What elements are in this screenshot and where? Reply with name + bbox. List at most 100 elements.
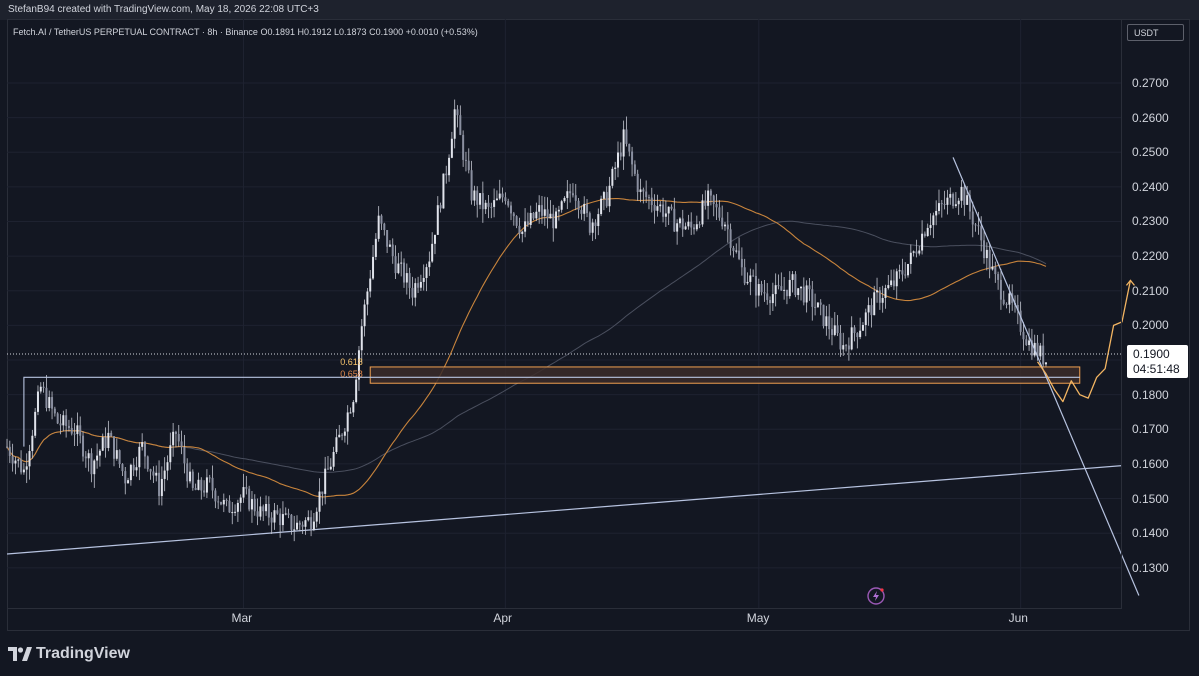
candle-body [172,431,175,446]
candle-body [791,274,794,280]
candle-body [479,193,482,205]
candle-body [766,293,769,300]
candle-body [287,513,290,515]
candle-body [588,213,591,233]
candle-body [53,408,56,414]
candle-body [417,283,420,288]
candle-body [966,195,969,205]
candle-body [203,490,206,493]
descending-trendline-group [952,157,1140,596]
candle-body [194,487,197,490]
candle-body [445,173,448,176]
candle-body [121,464,124,472]
symbol-name[interactable]: Fetch.AI / TetherUS PERPETUAL CONTRACT ·… [13,27,258,37]
candle-body [946,197,949,205]
candle-body [999,279,1002,300]
tradingview-logo[interactable]: TradingView [8,645,130,663]
candle-body [794,274,797,296]
candle-body [512,213,515,217]
candle-body [735,250,738,252]
fib-level-label: 0.618 [340,357,363,367]
candle-body [701,200,704,225]
candle-body [625,129,628,144]
price-tick-label: 0.2400 [1132,179,1169,194]
candle-body [324,468,327,494]
candle-body [138,446,141,468]
candle-body [808,285,811,290]
candle-body [104,437,107,449]
candle-body [155,472,158,476]
candle-body [470,170,473,201]
candle-body [498,193,501,199]
candle-body [847,345,850,350]
candle-body [394,256,397,274]
price-tick-label: 0.2200 [1132,249,1169,264]
candle-body [693,227,696,230]
symbol-info: Fetch.AI / TetherUS PERPETUAL CONTRACT ·… [13,27,478,37]
candle-body [822,304,825,327]
candle-body [481,193,484,210]
candle-body [169,445,172,463]
candle-body [540,205,543,216]
candle-body [504,197,507,202]
candle-body [205,477,208,493]
currency-selector[interactable]: USDT [1127,24,1184,41]
candle-body [653,205,656,211]
candle-body [132,464,135,471]
candle-body [569,191,572,194]
candle-body [1008,293,1011,305]
candle-body [439,205,442,209]
candle-body [267,503,270,518]
projection-arrowhead [1125,279,1135,286]
fib-level-label: 0.658 [340,369,363,379]
candle-body [774,285,777,295]
candle-body [242,487,245,498]
candle-body [442,173,445,209]
candle-body [397,263,400,274]
candle-body [800,286,803,289]
time-tick-label: Mar [231,611,253,625]
candle-body [296,522,299,530]
candle-body [93,460,96,475]
price-tick-label: 0.2300 [1132,214,1169,229]
candle-body [1042,345,1045,365]
candle-body [177,433,180,442]
candle-body [985,249,988,259]
candle-body [281,514,284,526]
price-tick-label: 0.2500 [1132,145,1169,160]
candle-body [262,506,265,512]
candle-body [954,204,957,207]
candle-body [881,297,884,303]
candle-body [740,258,743,268]
candle-body [873,292,876,316]
candle-body [42,386,45,388]
candle-body [166,462,169,471]
plot-area[interactable] [7,19,1122,609]
candle-body [301,524,304,527]
candle-body [79,425,82,436]
candle-body [118,450,121,465]
candle-body [22,469,25,473]
lightning-icon[interactable] [867,587,885,605]
candle-body [543,209,546,216]
candle-body [771,294,774,304]
candle-body [912,251,915,253]
descending-trendline [952,157,1140,596]
candle-body [346,412,349,432]
candle-body [555,211,558,229]
candle-body [73,433,76,435]
candle-body [484,202,487,210]
candle-body [997,274,1000,280]
candle-body [335,437,338,452]
candle-body [721,217,724,227]
bar-countdown: 04:51:48 [1133,362,1180,376]
candle-body [386,229,389,247]
candle-body [357,350,360,380]
candle-body [293,529,296,531]
candle-body [557,209,560,212]
candle-body [372,256,375,279]
candle-body [380,215,383,224]
candle-body [586,203,589,214]
candle-body [183,447,186,464]
